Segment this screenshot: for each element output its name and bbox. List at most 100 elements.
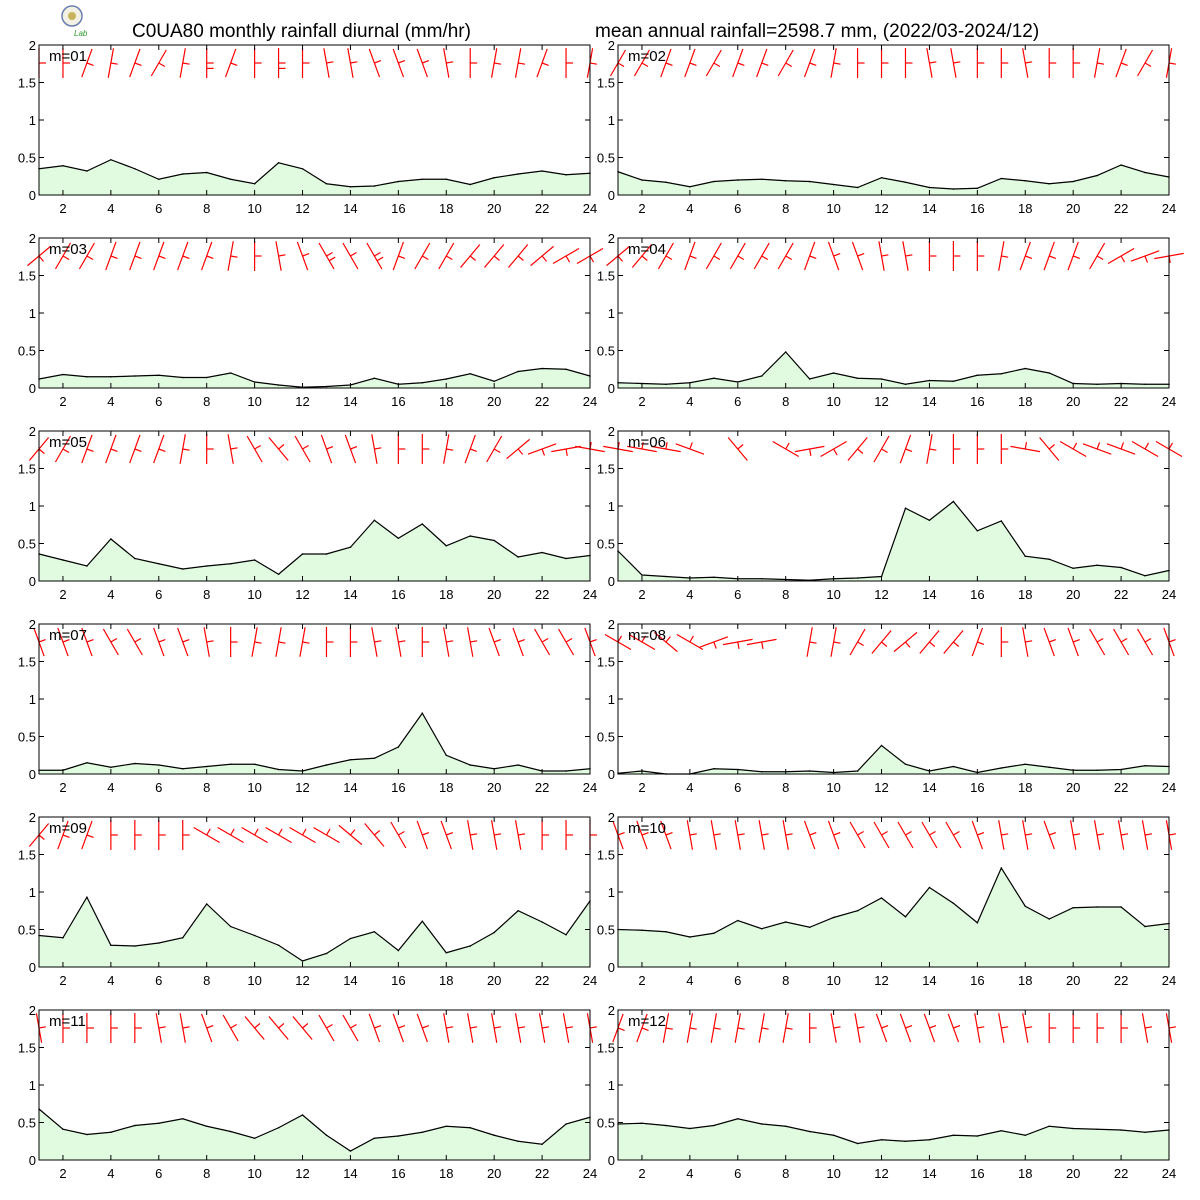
- wind-barb: [976, 48, 985, 78]
- wind-barb-feather: [1072, 639, 1080, 643]
- wind-barb-shaft: [758, 820, 765, 850]
- data-point: [1024, 555, 1027, 558]
- wind-barb: [976, 241, 985, 271]
- data-point: [665, 575, 667, 578]
- wind-barb-feather: [1025, 640, 1033, 643]
- wind-barb-feather: [374, 60, 382, 64]
- x-tick-label: 24: [583, 394, 597, 409]
- wind-barb-feather: [589, 1026, 597, 1029]
- data-point: [373, 377, 376, 380]
- wind-barb-feather: [1097, 62, 1105, 65]
- data-point: [1144, 383, 1146, 386]
- data-point: [1048, 918, 1051, 920]
- wind-barb-feather: [326, 446, 334, 450]
- wind-barb-shaft: [758, 1013, 765, 1043]
- wind-barb: [902, 241, 913, 271]
- data-point: [1024, 763, 1027, 766]
- wind-barb: [727, 437, 748, 461]
- wind-barb-feather: [881, 641, 888, 647]
- wind-barb: [732, 48, 745, 78]
- wind-barb: [179, 48, 190, 78]
- wind-barb-feather: [737, 62, 745, 66]
- y-tick-label: 2: [29, 424, 36, 439]
- data-point: [421, 178, 424, 181]
- y-tick-label: 1.5: [18, 848, 36, 863]
- wind-barb-feather: [1097, 833, 1105, 836]
- wind-barb-feather: [86, 834, 94, 838]
- data-point: [808, 180, 811, 183]
- data-point: [665, 383, 667, 386]
- wind-barb: [299, 627, 310, 657]
- wind-barb-feather: [953, 830, 960, 836]
- wind-barb-feather: [182, 639, 190, 643]
- wind-barb-feather: [905, 1025, 913, 1029]
- wind-barb: [110, 820, 118, 850]
- wind-barb: [1165, 48, 1176, 78]
- wind-barb-shaft: [686, 820, 694, 850]
- wind-barb: [254, 48, 262, 78]
- wind-barb-feather: [254, 1023, 261, 1029]
- wind-barb-feather: [665, 832, 673, 836]
- wind-barb-feather: [641, 1027, 649, 1031]
- x-tick-label: 12: [295, 1166, 309, 1181]
- panel-label: m=08: [628, 627, 666, 644]
- data-point: [469, 535, 472, 537]
- x-tick-label: 18: [439, 587, 453, 602]
- wind-barb-shaft: [854, 1013, 861, 1043]
- y-tick-label: 1: [608, 113, 615, 128]
- wind-barb-feather: [230, 828, 235, 836]
- data-point: [760, 375, 763, 377]
- y-tick-label: 1: [29, 499, 36, 514]
- x-tick-label: 6: [734, 780, 741, 795]
- x-tick-label: 6: [734, 587, 741, 602]
- wind-barb: [158, 820, 166, 850]
- x-tick-label: 12: [874, 973, 888, 988]
- y-tick-label: 0: [29, 574, 36, 589]
- rainfall-area: [618, 1118, 1169, 1160]
- data-point: [565, 557, 567, 560]
- wind-barb-feather: [302, 444, 309, 450]
- y-tick-label: 0: [29, 960, 36, 975]
- x-tick-label: 24: [1162, 780, 1176, 795]
- wind-barb-feather: [809, 641, 817, 644]
- wind-barb: [806, 627, 817, 657]
- x-tick-label: 8: [782, 201, 789, 216]
- y-tick-label: 1: [29, 113, 36, 128]
- rainfall-area: [39, 159, 590, 195]
- x-tick-label: 2: [638, 780, 645, 795]
- x-tick-label: 24: [1162, 201, 1176, 216]
- wind-barb: [490, 1013, 502, 1043]
- wind-barb: [33, 627, 46, 657]
- x-tick-label: 20: [1066, 1166, 1080, 1181]
- x-tick-label: 18: [1018, 394, 1032, 409]
- wind-barb-shaft: [530, 245, 554, 267]
- wind-barb: [1093, 820, 1105, 850]
- x-tick-label: 18: [439, 1166, 453, 1181]
- wind-barb-feather: [565, 255, 571, 263]
- x-tick-label: 16: [970, 587, 984, 602]
- panel-m=06: 00.511.522 4 6 8 10 12 14 16 18 20 22 24m=06: [597, 424, 1183, 602]
- wind-barb: [660, 820, 673, 850]
- data-point: [469, 1126, 472, 1129]
- wind-barb-feather: [809, 832, 817, 836]
- panel-label: m=05: [49, 434, 87, 451]
- data-point: [397, 1135, 400, 1137]
- wind-barb-feather: [713, 641, 717, 649]
- logo: Lab: [61, 5, 88, 38]
- wind-barb: [246, 435, 263, 463]
- panel-m=02: 00.511.522 4 6 8 10 12 14 16 18 20 22 24m=02: [597, 38, 1176, 216]
- data-point: [349, 758, 352, 761]
- x-tick-label: 22: [535, 973, 549, 988]
- y-tick-label: 0: [608, 574, 615, 589]
- rainfall-line: [617, 866, 1170, 938]
- wind-barb-feather: [665, 442, 668, 450]
- data-point: [86, 170, 88, 172]
- rainfall-line: [38, 1108, 591, 1152]
- rainfall-area: [618, 868, 1169, 967]
- wind-barb: [538, 1013, 550, 1043]
- data-point: [736, 381, 739, 383]
- wind-barb-feather: [86, 62, 94, 66]
- wind-barb: [105, 241, 118, 271]
- data-point: [134, 1124, 136, 1127]
- wind-barb-shaft: [830, 1013, 837, 1043]
